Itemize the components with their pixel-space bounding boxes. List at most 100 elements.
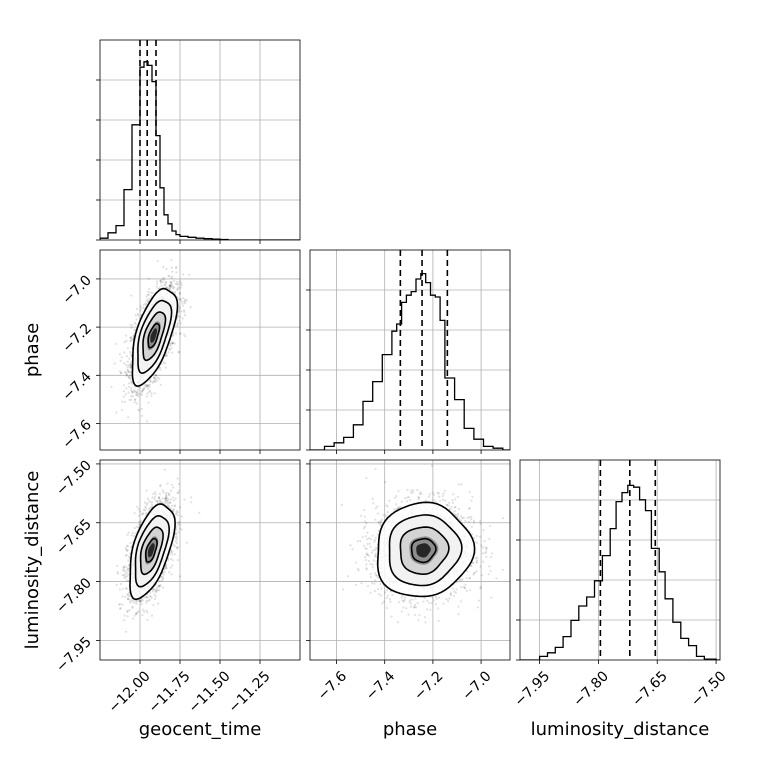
scatter-point (189, 306, 192, 309)
scatter-point (133, 321, 136, 324)
scatter-point (156, 499, 159, 502)
scatter-point (127, 364, 130, 367)
contour-line-3 (137, 299, 173, 375)
scatter-point (140, 603, 143, 606)
scatter-point (130, 386, 133, 389)
scatter-point (136, 391, 139, 394)
scatter-point (133, 614, 136, 617)
scatter-point (148, 380, 151, 383)
scatter-point (172, 510, 175, 513)
scatter-point (154, 377, 157, 380)
scatter-point (130, 294, 133, 297)
scatter-point (135, 318, 138, 321)
scatter-point (158, 584, 161, 588)
scatter-point (163, 500, 166, 503)
scatter-point (150, 614, 154, 617)
scatter-point (136, 391, 139, 394)
scatter-point (126, 610, 129, 613)
scatter-point (124, 586, 128, 590)
scatter-point (148, 383, 151, 386)
scatter-point (124, 371, 127, 374)
scatter-point (139, 309, 142, 312)
scatter-point (166, 286, 169, 289)
scatter-point (161, 489, 164, 492)
scatter-point (138, 520, 141, 524)
scatter-point (140, 307, 143, 310)
scatter-point (132, 531, 135, 535)
scatter-point (145, 295, 148, 298)
scatter-point (171, 564, 174, 567)
scatter-point (162, 265, 165, 269)
scatter-point (133, 401, 136, 404)
scatter-point (133, 601, 136, 604)
scatter-point (164, 491, 168, 494)
scatter-point (154, 590, 158, 594)
joint-content (115, 468, 201, 633)
scatter-point (158, 496, 161, 499)
scatter-point (129, 377, 132, 380)
scatter-point (119, 606, 122, 610)
contour-line-1 (147, 322, 161, 349)
scatter-point (169, 284, 172, 287)
scatter-point (159, 279, 162, 282)
scatter-point (167, 492, 170, 495)
scatter-point (140, 407, 143, 410)
scatter-point (160, 363, 163, 366)
scatter-point (175, 537, 178, 540)
scatter-point (164, 497, 167, 500)
scatter-point (130, 361, 133, 364)
scatter-point (145, 298, 148, 302)
scatter-point (175, 288, 179, 291)
scatter-point (141, 390, 144, 393)
scatter-point (121, 574, 124, 577)
scatter-point (148, 499, 151, 502)
scatter-point (164, 366, 168, 369)
scatter-point (181, 317, 184, 320)
contour-line-4 (131, 287, 179, 387)
scatter-point (159, 583, 162, 587)
scatter-point (184, 335, 187, 338)
scatter-point (179, 322, 182, 325)
scatter-point (144, 302, 147, 305)
scatter-point (124, 595, 127, 599)
scatter-point (158, 500, 162, 504)
scatter-point (128, 564, 131, 567)
scatter-point (129, 362, 132, 365)
scatter-point (135, 402, 138, 405)
scatter-point (131, 391, 134, 394)
scatter-point (136, 312, 139, 315)
scatter-point (172, 486, 175, 489)
scatter-point (170, 286, 173, 289)
scatter-point (123, 370, 126, 373)
scatter-point (169, 566, 172, 569)
scatter-point (129, 601, 132, 604)
scatter-point (125, 372, 128, 375)
scatter-point (146, 392, 149, 395)
scatter-point (170, 483, 174, 486)
scatter-point (169, 506, 172, 510)
scatter-point (127, 595, 130, 598)
scatter-point (181, 304, 185, 307)
scatter-point (146, 387, 149, 390)
scatter-point (171, 504, 174, 507)
scatter-point (162, 576, 165, 579)
scatter-point (176, 280, 179, 284)
scatter-point (161, 586, 165, 589)
scatter-point (129, 336, 133, 340)
scatter-point (156, 376, 159, 379)
scatter-point (132, 534, 136, 538)
corner-panels: −12.00−11.75−11.50−11.25 −7.6 −7.4 −7.2 −7.0… (53, 39, 730, 716)
scatter-point (131, 599, 134, 602)
scatter-point (179, 286, 182, 289)
scatter-point (170, 281, 173, 284)
scatter-point (137, 508, 140, 511)
scatter-point (148, 390, 151, 393)
scatter-point (177, 350, 181, 353)
scatter-point (170, 346, 173, 350)
scatter-point (178, 527, 182, 530)
scatter-point (153, 376, 156, 379)
scatter-point (170, 573, 173, 576)
scatter-point (164, 566, 167, 569)
scatter-point (171, 550, 174, 554)
scatter-point (176, 477, 179, 480)
